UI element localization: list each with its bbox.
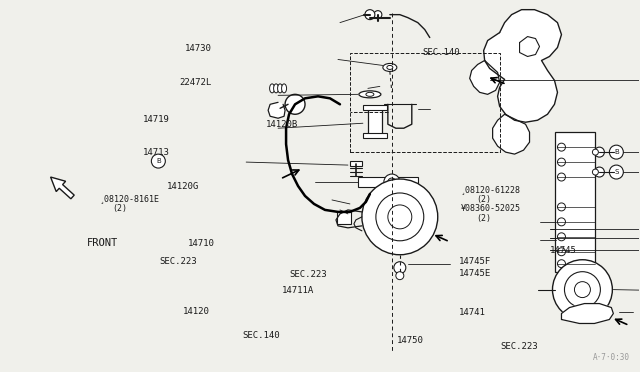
Circle shape [374, 11, 382, 19]
Circle shape [285, 94, 305, 114]
Text: B: B [156, 158, 161, 164]
Polygon shape [470, 61, 500, 94]
Text: S: S [614, 169, 618, 175]
Text: 14745F: 14745F [460, 257, 492, 266]
Text: SEC.223: SEC.223 [159, 257, 196, 266]
Circle shape [362, 179, 438, 255]
Circle shape [557, 158, 566, 166]
Circle shape [394, 262, 406, 274]
Circle shape [552, 260, 612, 320]
Circle shape [595, 167, 604, 177]
Circle shape [593, 149, 598, 155]
Text: 14730: 14730 [184, 44, 211, 53]
Circle shape [388, 178, 396, 186]
Bar [363, 133, 387, 138]
Text: 14120: 14120 [182, 307, 209, 316]
Text: B: B [614, 149, 619, 155]
Text: 14711A: 14711A [282, 286, 314, 295]
Ellipse shape [274, 84, 278, 93]
Ellipse shape [278, 84, 283, 93]
Circle shape [557, 233, 566, 241]
Ellipse shape [269, 84, 275, 93]
FancyArrow shape [51, 177, 74, 199]
Circle shape [384, 174, 400, 190]
Bar [337, 212, 351, 224]
Text: 14120B: 14120B [266, 121, 298, 129]
Ellipse shape [383, 64, 397, 71]
Text: SEC.140: SEC.140 [422, 48, 460, 57]
Bar [368, 108, 382, 136]
Bar [358, 177, 418, 187]
Circle shape [396, 272, 404, 280]
Circle shape [557, 143, 566, 151]
Circle shape [557, 203, 566, 211]
Ellipse shape [282, 84, 287, 93]
Circle shape [595, 147, 604, 157]
Text: (2): (2) [476, 195, 492, 204]
Ellipse shape [359, 91, 381, 98]
Circle shape [376, 193, 424, 241]
Text: 14710: 14710 [188, 239, 214, 248]
Polygon shape [484, 10, 561, 122]
Text: ¥08360-52025: ¥08360-52025 [461, 205, 520, 214]
Text: 14750: 14750 [397, 336, 424, 346]
Circle shape [365, 10, 375, 20]
Text: 14719: 14719 [143, 115, 170, 124]
Polygon shape [493, 114, 529, 154]
Circle shape [152, 154, 165, 168]
Text: FRONT: FRONT [87, 238, 118, 248]
Ellipse shape [387, 65, 393, 70]
Circle shape [609, 145, 623, 159]
Text: 14120G: 14120G [166, 182, 198, 190]
Circle shape [388, 205, 412, 229]
Text: 22472L: 22472L [179, 78, 211, 87]
Circle shape [557, 218, 566, 226]
Text: A·7·0:30: A·7·0:30 [593, 353, 630, 362]
Text: SEC.140: SEC.140 [242, 331, 280, 340]
Polygon shape [268, 102, 285, 118]
Text: SEC.223: SEC.223 [289, 270, 327, 279]
Circle shape [564, 272, 600, 308]
Text: 14713: 14713 [143, 148, 170, 157]
Circle shape [609, 165, 623, 179]
Bar [350, 161, 362, 166]
Text: 14745E: 14745E [460, 269, 492, 278]
Text: ¸08120-8161E: ¸08120-8161E [100, 195, 159, 203]
Polygon shape [561, 304, 613, 324]
Text: ¸08120-61228: ¸08120-61228 [461, 185, 520, 194]
Text: 14745: 14745 [550, 246, 577, 255]
Circle shape [593, 169, 598, 175]
Bar [363, 105, 387, 110]
Circle shape [557, 260, 566, 268]
Circle shape [557, 173, 566, 181]
Circle shape [557, 248, 566, 256]
Bar [556, 132, 595, 272]
Text: SEC.223: SEC.223 [500, 341, 538, 350]
Circle shape [575, 282, 591, 298]
Text: 14741: 14741 [460, 308, 486, 317]
Ellipse shape [366, 92, 374, 96]
Text: (2): (2) [476, 214, 492, 223]
Polygon shape [520, 36, 540, 57]
Bar [350, 52, 500, 152]
Text: (2): (2) [113, 204, 127, 213]
